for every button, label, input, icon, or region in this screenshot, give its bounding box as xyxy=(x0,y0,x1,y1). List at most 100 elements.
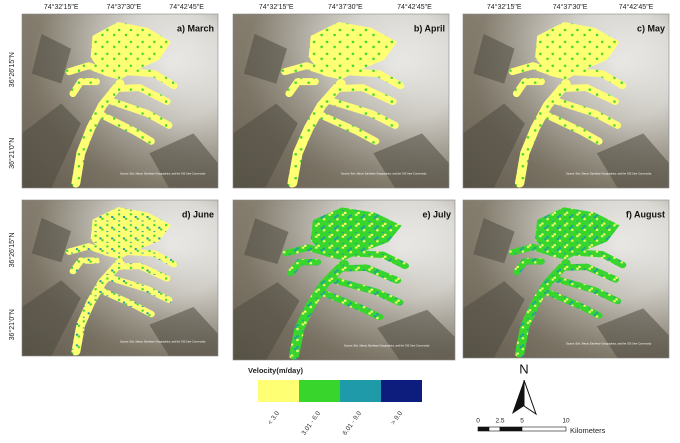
glacier xyxy=(308,21,398,80)
panel-frame xyxy=(21,13,219,189)
glacier-branch xyxy=(557,84,620,105)
rock-ridge xyxy=(244,218,289,264)
legend-swatch xyxy=(340,380,381,402)
glacier-branch xyxy=(281,62,334,78)
attribution: Source: Esri, Maxar, Earthstar Geographi… xyxy=(566,172,652,176)
map-panel xyxy=(22,200,218,356)
panel-label: a) March xyxy=(177,23,214,33)
attribution: Source: Esri, Maxar, Earthstar Geographi… xyxy=(120,340,206,344)
glacier-branch xyxy=(286,258,322,277)
lat-label: 36°26'15"N xyxy=(8,232,16,267)
rock-ridge xyxy=(233,282,300,360)
glacier-branch xyxy=(342,68,405,90)
lon-label: 74°32'15"E xyxy=(259,3,294,11)
map-panel xyxy=(233,200,455,360)
lat-label: 36°21'0"N xyxy=(8,309,16,340)
lat-label: 36°21'0"N xyxy=(8,138,16,169)
lon-label: 74°42'45"E xyxy=(619,3,654,11)
legend-title: Velocity(m/day) xyxy=(248,366,304,375)
legend-label: > 9.0 xyxy=(390,410,404,426)
rock-ridge xyxy=(149,306,218,356)
north-arrow-left xyxy=(512,380,524,414)
lon-label: 74°37'30"E xyxy=(553,3,588,11)
scale-segment xyxy=(499,426,523,432)
legend-label: 6.01 - 9.0 xyxy=(342,410,364,437)
panel-label: b) April xyxy=(414,23,445,33)
panel-label: d) June xyxy=(182,209,214,219)
glacier xyxy=(90,21,171,80)
attribution: Source: Esri, Maxar, Earthstar Geographi… xyxy=(341,172,427,176)
glacier-branch xyxy=(334,264,402,284)
rock-ridge xyxy=(149,133,218,188)
lon-label: 74°42'45"E xyxy=(169,3,204,11)
legend-swatch xyxy=(381,380,422,402)
panel-frame xyxy=(21,199,219,357)
map-panel xyxy=(233,14,449,188)
rock-ridge xyxy=(377,309,455,360)
glacier-branch xyxy=(95,286,155,318)
glacier-branch xyxy=(345,249,409,270)
panel-label: f) August xyxy=(626,209,665,219)
glacier-branch xyxy=(95,109,155,145)
legend-swatch xyxy=(299,380,340,402)
glacier-branch xyxy=(508,243,560,258)
attribution: Source: Esri, Maxar, Earthstar Geographi… xyxy=(566,342,652,346)
glacier-group xyxy=(22,21,218,188)
glacier-branch xyxy=(315,288,384,321)
rock-ridge xyxy=(463,103,525,188)
glacier-branch xyxy=(69,78,100,98)
glacier-branch xyxy=(324,275,404,306)
rock-ridge xyxy=(596,133,669,188)
lon-label: 74°37'30"E xyxy=(328,3,363,11)
scale-tick: 2.5 xyxy=(495,418,504,425)
lon-label: 74°32'15"E xyxy=(487,3,522,11)
panel-frame xyxy=(462,199,670,359)
lat-label: 36°26'15"N xyxy=(8,52,16,87)
glacier-branch xyxy=(102,96,173,129)
glacier-branch xyxy=(539,109,603,145)
glacier xyxy=(535,21,620,80)
glacier-group xyxy=(233,21,449,188)
glacier-branch xyxy=(512,78,545,98)
scale-tick: 10 xyxy=(562,418,570,425)
glacier-branch xyxy=(547,96,622,129)
scale-segment xyxy=(488,426,501,432)
glacier-branch xyxy=(282,244,337,259)
glacier-branch xyxy=(547,274,622,305)
glacier-branch xyxy=(65,243,114,257)
north-label: N xyxy=(519,361,528,376)
legend-label: 3.01 - 6.0 xyxy=(301,410,323,437)
rock-ridge xyxy=(243,33,287,84)
map-panel xyxy=(22,14,218,188)
glacier xyxy=(90,207,171,259)
panel-label: e) July xyxy=(422,209,451,219)
rock-ridge xyxy=(373,133,449,188)
glacier-branch xyxy=(121,248,178,268)
legend-label: < 3.0 xyxy=(267,410,281,426)
panel-frame xyxy=(462,13,670,189)
glacier xyxy=(310,207,402,261)
rock-ridge xyxy=(31,33,71,84)
panel-frame xyxy=(232,13,450,189)
legend-swatch xyxy=(258,380,299,402)
panel-frame xyxy=(232,199,456,361)
glacier-group xyxy=(233,207,455,360)
glacier-branch xyxy=(285,78,319,98)
glacier xyxy=(535,207,620,260)
rock-ridge xyxy=(22,103,81,188)
glacier-branch xyxy=(111,84,171,105)
glacier-group xyxy=(22,207,218,356)
rock-ridge xyxy=(31,217,71,263)
glacier-branch xyxy=(313,109,380,145)
scale-unit: Kilometers xyxy=(570,426,606,435)
scale-tick: 0 xyxy=(476,418,480,425)
scale-segment xyxy=(477,426,490,432)
glacier-branch xyxy=(121,68,178,90)
glacier-group xyxy=(463,21,669,188)
glacier-branch xyxy=(65,62,114,78)
panel-label: c) May xyxy=(637,23,665,33)
glacier-branch xyxy=(567,68,627,90)
lon-label: 74°37'30"E xyxy=(107,3,142,11)
glacier-branch xyxy=(69,257,100,275)
